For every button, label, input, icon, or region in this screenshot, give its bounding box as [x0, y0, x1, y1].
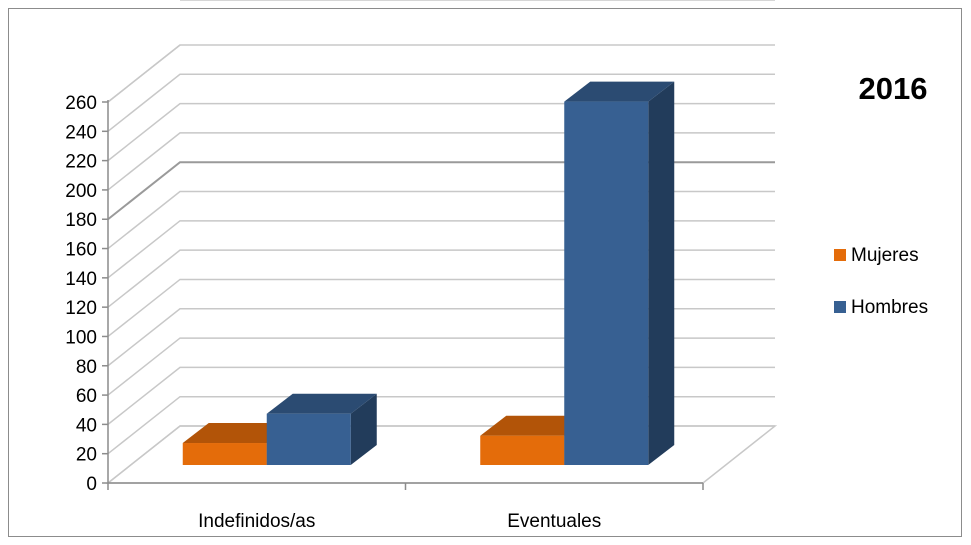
gridline [107, 44, 181, 103]
bar-hombres-0 [266, 393, 377, 465]
legend: Mujeres Hombres [834, 245, 928, 318]
bars [182, 81, 675, 465]
y-tick-label: 0 [86, 474, 97, 495]
gridline [107, 44, 775, 103]
gridline [107, 220, 775, 279]
legend-swatch-mujeres [834, 249, 846, 261]
gridline [107, 337, 775, 396]
y-tick-label: 100 [65, 327, 97, 348]
y-tick-label: 180 [65, 210, 97, 231]
x-category-label: Indefinidos/as [198, 511, 315, 532]
y-tick-label: 240 [65, 122, 97, 143]
legend-label-mujeres: Mujeres [851, 245, 919, 266]
bar-front [564, 101, 649, 465]
bar-hombres-1 [564, 81, 675, 465]
gridline [107, 249, 775, 308]
y-tick-label: 140 [65, 269, 97, 290]
bar-top [564, 81, 675, 102]
gridline [107, 278, 775, 338]
x-category-label: Eventuales [507, 511, 601, 532]
chart-title: 2016 [859, 71, 928, 106]
gridlines [107, 0, 775, 484]
gridline [107, 308, 775, 367]
y-tick-label: 60 [76, 386, 97, 407]
gridline [107, 366, 775, 425]
y-tick-label: 20 [76, 445, 97, 466]
y-axis-ticks: 0 20 40 60 80 100 120 140 160 180 200 220 240 260 [65, 93, 108, 495]
gridline [107, 73, 775, 132]
gridline [107, 102, 775, 162]
chart-walls [108, 45, 180, 483]
bar-top [182, 423, 293, 444]
y-tick-label: 220 [65, 152, 97, 173]
y-tick-label: 200 [65, 181, 97, 202]
bar-side [648, 81, 675, 465]
bar-front [480, 435, 565, 465]
legend-label-hombres: Hombres [851, 297, 928, 318]
y-tick-label: 260 [65, 93, 97, 114]
y-tick-label: 40 [76, 415, 97, 436]
legend-swatch-hombres [834, 301, 846, 313]
y-tick-label: 160 [65, 240, 97, 261]
category-labels: Indefinidos/as Eventuales [198, 511, 601, 532]
gridline [107, 161, 775, 221]
y-tick-label: 120 [65, 298, 97, 319]
bar-side [350, 393, 377, 465]
bar-top [480, 415, 591, 436]
axes [105, 100, 778, 490]
side-wall [108, 45, 180, 483]
bar-top [266, 393, 377, 414]
bar-front [266, 413, 351, 465]
y-tick-label: 80 [76, 357, 97, 378]
gridline [107, 190, 775, 250]
bar-front [182, 443, 267, 465]
